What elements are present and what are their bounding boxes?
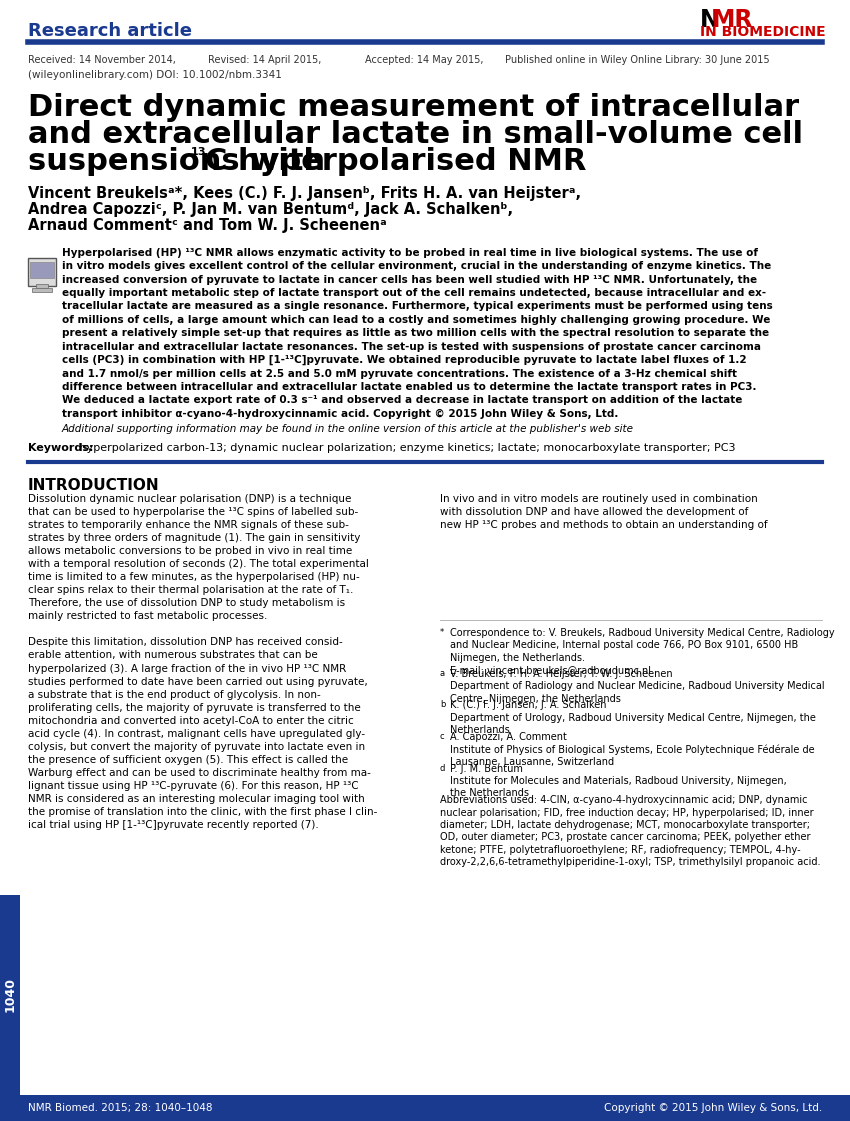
FancyBboxPatch shape: [30, 262, 54, 278]
FancyBboxPatch shape: [36, 284, 48, 288]
Text: b: b: [440, 701, 445, 710]
Text: *: *: [440, 628, 445, 637]
Text: Arnaud Commentᶜ and Tom W. J. Scheenenᵃ: Arnaud Commentᶜ and Tom W. J. Scheenenᵃ: [28, 217, 387, 233]
Text: Keywords:: Keywords:: [28, 443, 94, 453]
Text: Vincent Breukelsᵃ*, Kees (C.) F. J. Jansenᵇ, Frits H. A. van Heijsterᵃ,: Vincent Breukelsᵃ*, Kees (C.) F. J. Jans…: [28, 186, 581, 201]
Text: Direct dynamic measurement of intracellular: Direct dynamic measurement of intracellu…: [28, 93, 799, 122]
FancyBboxPatch shape: [32, 288, 52, 291]
Text: Correspondence to: V. Breukels, Radboud University Medical Centre, Radiology
and: Correspondence to: V. Breukels, Radboud …: [450, 628, 835, 675]
Text: IN BIOMEDICINE: IN BIOMEDICINE: [700, 25, 825, 39]
Text: a: a: [440, 669, 445, 678]
Text: Research article: Research article: [28, 22, 192, 40]
Text: Copyright © 2015 John Wiley & Sons, Ltd.: Copyright © 2015 John Wiley & Sons, Ltd.: [604, 1103, 822, 1113]
Text: A. Capozzi, A. Comment
Institute of Physics of Biological Systems, Ecole Polytec: A. Capozzi, A. Comment Institute of Phys…: [450, 732, 814, 768]
Text: 1040: 1040: [3, 978, 16, 1012]
Text: P. J. M. Bentum
Institute for Molecules and Materials, Radboud University, Nijme: P. J. M. Bentum Institute for Molecules …: [450, 763, 787, 798]
Bar: [0, 1095, 850, 1121]
Text: N: N: [700, 8, 720, 33]
Text: and extracellular lactate in small-volume cell: and extracellular lactate in small-volum…: [28, 120, 803, 149]
Text: In vivo and in vitro models are routinely used in combination
with dissolution D: In vivo and in vitro models are routinel…: [440, 494, 768, 530]
Text: (wileyonlinelibrary.com) DOI: 10.1002/nbm.3341: (wileyonlinelibrary.com) DOI: 10.1002/nb…: [28, 70, 282, 80]
Text: NMR Biomed. 2015; 28: 1040–1048: NMR Biomed. 2015; 28: 1040–1048: [28, 1103, 212, 1113]
Text: Published online in Wiley Online Library: 30 June 2015: Published online in Wiley Online Library…: [505, 55, 769, 65]
Text: suspensions with: suspensions with: [28, 147, 336, 176]
Text: ¹³: ¹³: [191, 147, 207, 165]
Text: V. Breukels, F. H. A. Heijster, T. W. J. Scheenen
Department of Radiology and Nu: V. Breukels, F. H. A. Heijster, T. W. J.…: [450, 669, 824, 704]
Text: Received: 14 November 2014,: Received: 14 November 2014,: [28, 55, 176, 65]
FancyBboxPatch shape: [28, 258, 56, 286]
Text: Additional supporting information may be found in the online version of this art: Additional supporting information may be…: [62, 424, 634, 434]
Text: c: c: [440, 732, 445, 741]
Text: Andrea Capozziᶜ, P. Jan M. van Bentumᵈ, Jack A. Schalkenᵇ,: Andrea Capozziᶜ, P. Jan M. van Bentumᵈ, …: [28, 202, 513, 217]
Text: Revised: 14 April 2015,: Revised: 14 April 2015,: [208, 55, 321, 65]
Text: hyperpolarized carbon-13; dynamic nuclear polarization; enzyme kinetics; lactate: hyperpolarized carbon-13; dynamic nuclea…: [76, 443, 735, 453]
Bar: [0, 895, 20, 1095]
Text: K. (C.) F. J. Jansen, J. A. Schalken
Department of Urology, Radboud University M: K. (C.) F. J. Jansen, J. A. Schalken Dep…: [450, 701, 816, 735]
Text: Accepted: 14 May 2015,: Accepted: 14 May 2015,: [365, 55, 484, 65]
Text: d: d: [440, 763, 445, 772]
Text: Abbreviations used: 4-CIN, α-cyano-4-hydroxycinnamic acid; DNP, dynamic
nuclear : Abbreviations used: 4-CIN, α-cyano-4-hyd…: [440, 795, 820, 868]
Text: C hyperpolarised NMR: C hyperpolarised NMR: [205, 147, 586, 176]
Text: Dissolution dynamic nuclear polarisation (DNP) is a technique
that can be used t: Dissolution dynamic nuclear polarisation…: [28, 494, 377, 830]
Text: Hyperpolarised (HP) ¹³C NMR allows enzymatic activity to be probed in real time : Hyperpolarised (HP) ¹³C NMR allows enzym…: [62, 248, 773, 419]
Text: INTRODUCTION: INTRODUCTION: [28, 478, 160, 493]
Text: MR: MR: [712, 8, 753, 33]
